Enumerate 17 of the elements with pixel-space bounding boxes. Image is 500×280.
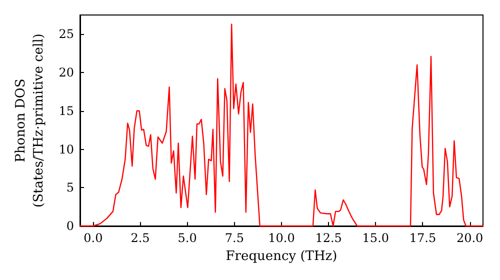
x-tick-label: 10.0 [268,231,295,245]
x-tick-label: 5.0 [178,231,197,245]
x-tick-label: 7.5 [224,231,244,245]
x-tick-label: 0.0 [84,231,103,245]
x-tick-label: 15.0 [362,231,390,245]
y-tick-label: 15 [58,104,74,118]
x-axis-title: Frequency (THz) [226,249,338,264]
x-tick-label: 2.5 [130,231,150,245]
y-tick-label: 20 [58,66,74,80]
y-tick-label: 5 [66,180,74,195]
y-tick-label: 0 [66,219,74,233]
x-tick-label: 12.5 [315,231,342,245]
y-axis-title: Phonon DOS (States/THz·primitive cell) [13,33,46,208]
y-tick-label: 10 [58,142,74,156]
y-tick-label: 25 [58,27,74,42]
x-tick-label: 17.5 [409,231,436,245]
x-tick-label: 20.0 [456,231,484,245]
